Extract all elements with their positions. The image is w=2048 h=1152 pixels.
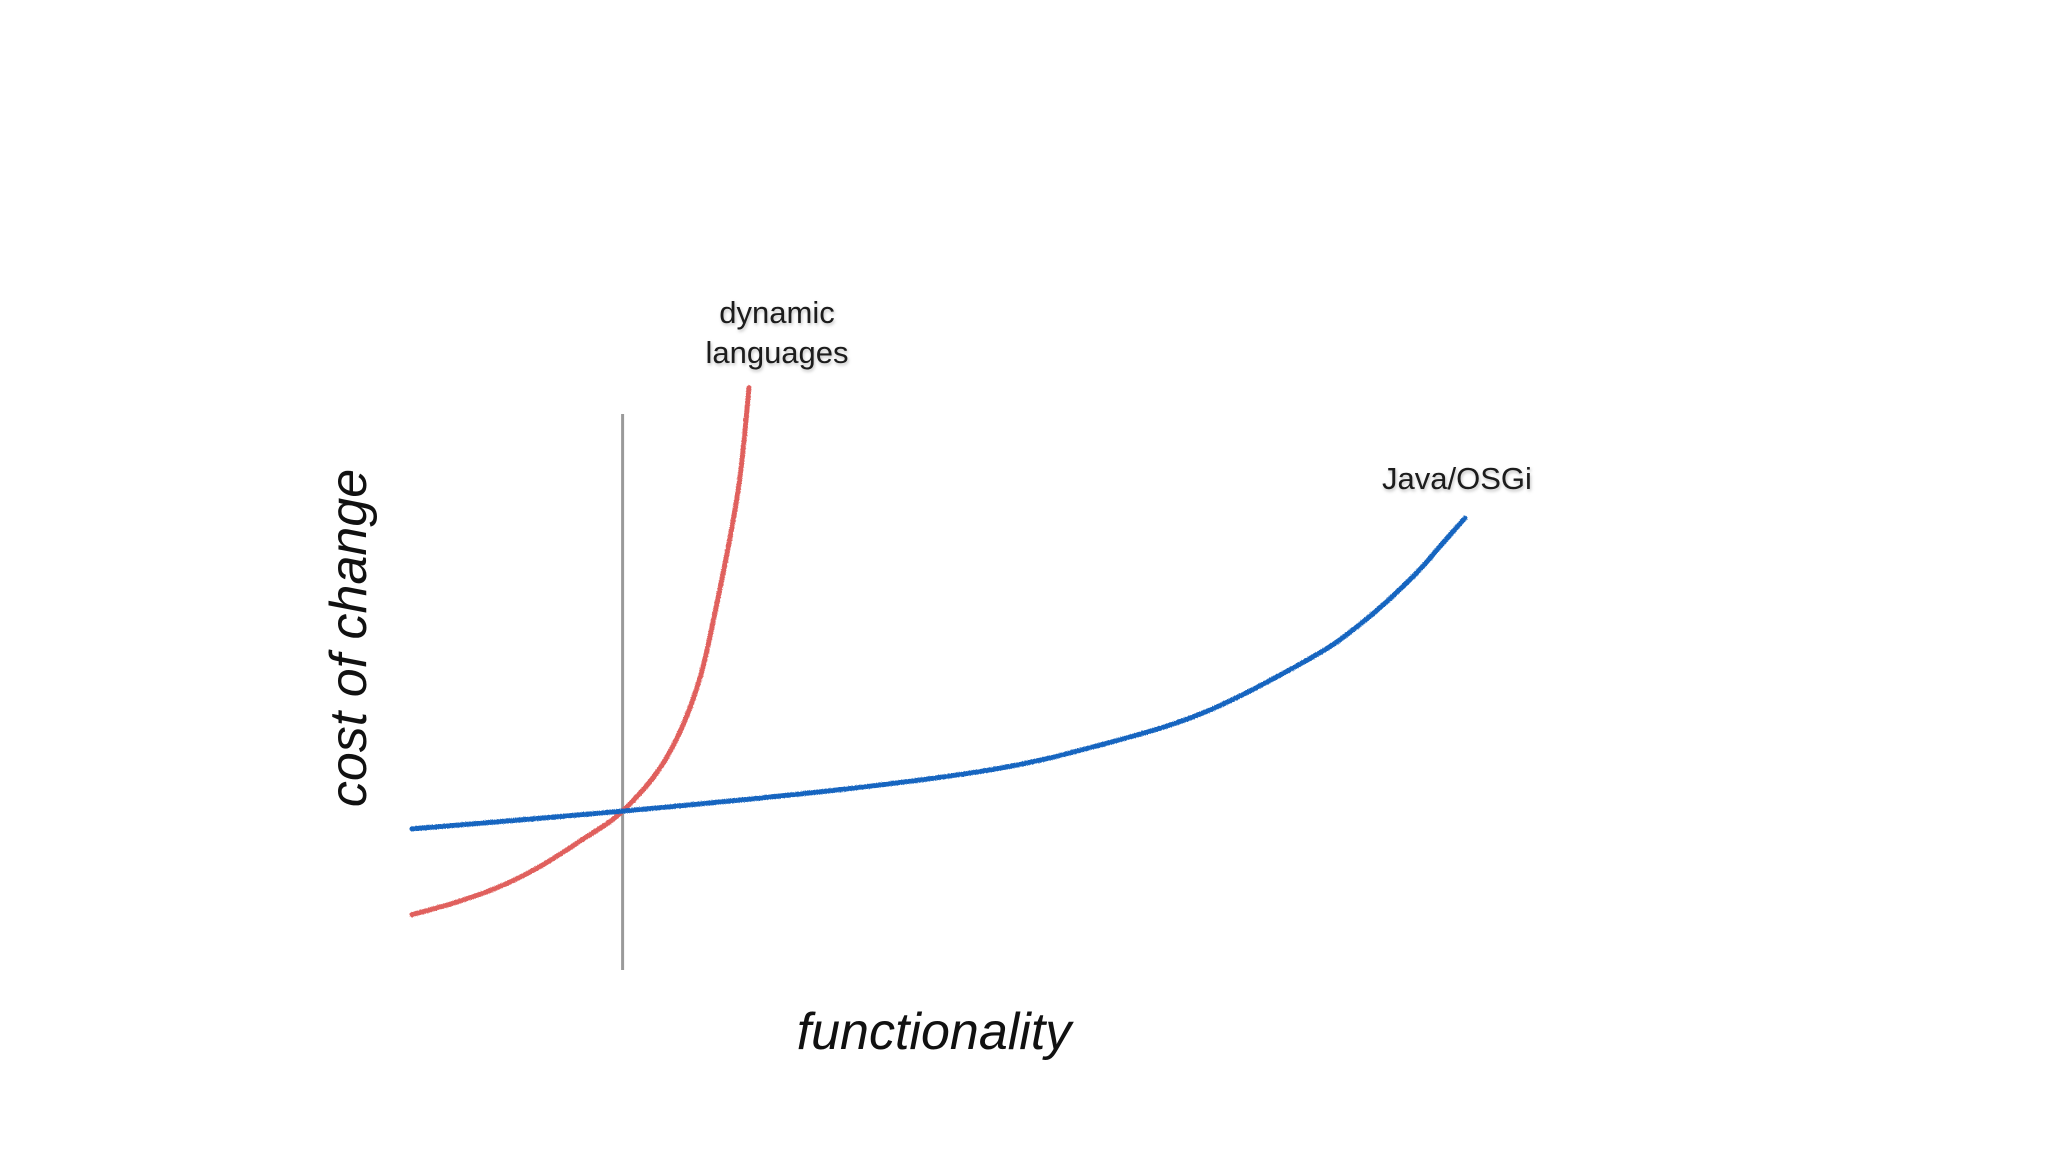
series-label-java-osgi: Java/OSGi <box>1382 461 1532 496</box>
series-label-dynamic-languages-line2: languages <box>705 335 848 370</box>
series-line-dynamic-languages <box>409 385 752 918</box>
y-axis-label: cost of change <box>320 469 378 807</box>
series-label-dynamic-languages-line1: dynamic <box>719 295 834 330</box>
x-axis-label: functionality <box>797 1003 1075 1061</box>
series-line-java-osgi <box>409 515 1468 832</box>
